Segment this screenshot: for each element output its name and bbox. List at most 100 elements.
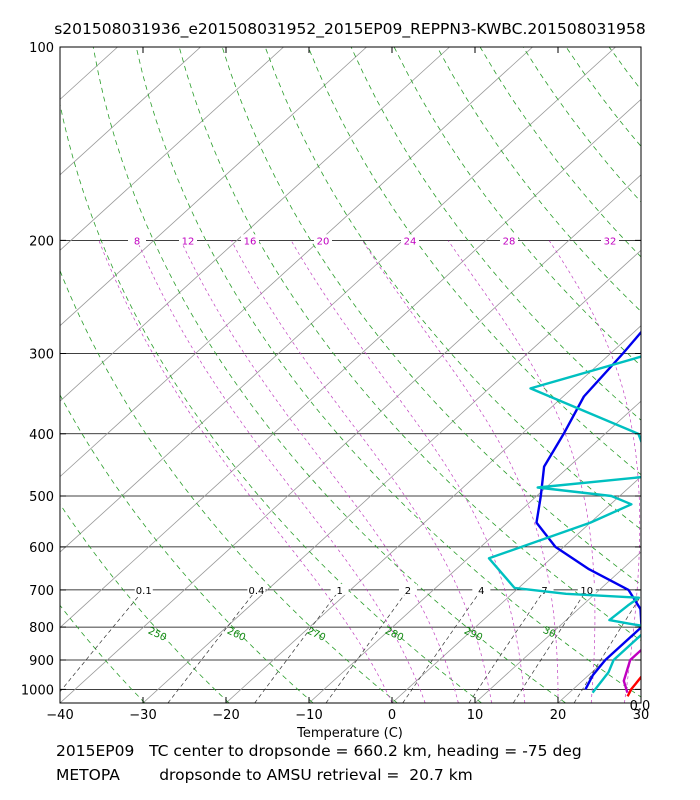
mixing-ratio-label: 10 [580, 586, 593, 597]
profile-dropsonde-dewpoint [487, 355, 641, 694]
moist-adiabat-label: 16 [244, 236, 257, 247]
x-tick-label: −10 [295, 708, 322, 723]
mixing-ratio-line [325, 589, 409, 703]
dry-adiabat-label: 290 [462, 626, 484, 644]
corner-label: 0.0 [630, 699, 651, 714]
moist-adiabat-20 [362, 240, 559, 703]
isotherm--110 [60, 47, 201, 176]
dry-adiabat-430 [695, 47, 700, 703]
mixing-ratio-label: 1 [336, 586, 342, 597]
dry-adiabat-340 [307, 47, 641, 476]
dry-adiabat-300 [135, 47, 641, 698]
moist-adiabat-label: 20 [317, 236, 330, 247]
dry-adiabat-410 [608, 47, 641, 91]
x-tick-label: 30 [633, 708, 650, 723]
dry-adiabat-420 [652, 47, 700, 703]
y-tick-label: 400 [29, 428, 54, 443]
moist-adiabat-8 [180, 240, 459, 703]
moist-adiabat-28 [548, 240, 641, 703]
moist-adiabat-4 [136, 240, 426, 703]
isotherm--120 [60, 47, 118, 100]
y-tick-label: 100 [29, 41, 54, 56]
moist-adiabat-24 [447, 240, 596, 703]
dry-adiabat-260 [60, 394, 314, 703]
dry-adiabat-270 [60, 269, 398, 703]
dry-adiabat-240 [60, 604, 146, 703]
x-tick-label: −20 [212, 708, 239, 723]
dry-adiabat-320 [221, 47, 641, 586]
isotherm-10 [474, 551, 641, 703]
isotherm--60 [60, 47, 616, 553]
isotherm--50 [60, 98, 641, 629]
moist-adiabat-36 [691, 240, 700, 703]
isotherm--10 [308, 400, 641, 703]
dry-adiabat-label: 250 [146, 626, 168, 644]
mixing-ratio-line [60, 589, 145, 693]
isotherm-0 [391, 476, 641, 703]
dry-adiabat-250 [60, 503, 230, 703]
mixing-ratio-line [254, 589, 340, 703]
dry-adiabat-label: 270 [305, 626, 327, 644]
dry-adiabat-330 [264, 47, 641, 530]
sounding-profiles [487, 330, 641, 697]
y-tick-label: 700 [29, 584, 54, 599]
moist-adiabat-label: 28 [503, 236, 516, 247]
y-tick-label: 200 [29, 234, 54, 249]
x-tick-label: −40 [46, 708, 73, 723]
moist-adiabat-label: 32 [604, 236, 617, 247]
y-tick-label: 900 [29, 654, 54, 669]
y-tick-label: 600 [29, 541, 54, 556]
footer-line-2: METOPA dropsonde to AMSU retrieval = 20.… [56, 766, 473, 784]
thermodynamic-background [60, 47, 700, 703]
mixing-ratio-line [167, 589, 257, 703]
mixing-ratio-line [468, 589, 545, 703]
profile-dropsonde-temperature [622, 648, 641, 694]
moist-adiabat-12 [231, 240, 492, 703]
isotherm--70 [60, 47, 533, 478]
dry-adiabat-400 [565, 47, 641, 147]
isotherm--30 [142, 249, 641, 703]
dry-adiabat-280 [60, 102, 482, 703]
axis-ticks: −40 −30 −20 −10 0 10 20 30 100 200 300 400 500 600 700… [21, 41, 649, 723]
dry-adiabat-350 [350, 47, 641, 421]
dry-adiabat-310 [178, 47, 641, 641]
plot-frame [59, 46, 642, 704]
mixing-ratio-label: 0.1 [136, 586, 152, 597]
x-tick-label: 0 [388, 708, 396, 723]
isotherm--100 [60, 47, 284, 251]
y-tick-label: 500 [29, 490, 54, 505]
x-tick-label: −30 [129, 708, 156, 723]
dry-adiabat-label: 30 [541, 625, 557, 640]
moist-adiabat-32 [658, 240, 695, 703]
dry-adiabat-370 [436, 47, 641, 313]
chart-title: s201508031936_e201508031952_2015EP09_REP… [54, 20, 646, 38]
isotherm--90 [60, 47, 367, 327]
dry-adiabat-230 [60, 701, 61, 703]
moist-adiabat-label: 24 [404, 236, 417, 247]
moist-adiabat-label: 12 [182, 236, 195, 247]
y-tick-label: 800 [29, 621, 54, 636]
profile-amsu-dewpoint [535, 330, 641, 690]
mixing-ratio-label: 0.4 [248, 586, 264, 597]
y-tick-label: 300 [29, 347, 54, 362]
mixing-ratio-label: 2 [405, 586, 411, 597]
dry-adiabat-360 [393, 47, 641, 367]
dry-adiabat-label: 260 [225, 626, 247, 644]
footer-line-1: 2015EP09 TC center to dropsonde = 660.2 … [56, 742, 582, 760]
dry-adiabat-390 [522, 47, 641, 203]
x-tick-label: 10 [467, 708, 484, 723]
y-tick-label: 1000 [21, 683, 54, 698]
dry-adiabat-290 [92, 47, 566, 703]
isotherm--40 [60, 174, 641, 703]
moist-adiabat-label: 8 [134, 236, 140, 247]
mixing-ratio-line [512, 589, 588, 703]
x-tick-label: 20 [550, 708, 567, 723]
mixing-ratio-line [573, 595, 641, 703]
x-axis-label: Temperature (C) [296, 726, 403, 741]
isotherm--80 [60, 47, 450, 402]
isotherm-30 [640, 702, 641, 703]
dry-adiabat-label: 280 [383, 626, 405, 644]
mixing-ratio-label: 4 [478, 586, 484, 597]
